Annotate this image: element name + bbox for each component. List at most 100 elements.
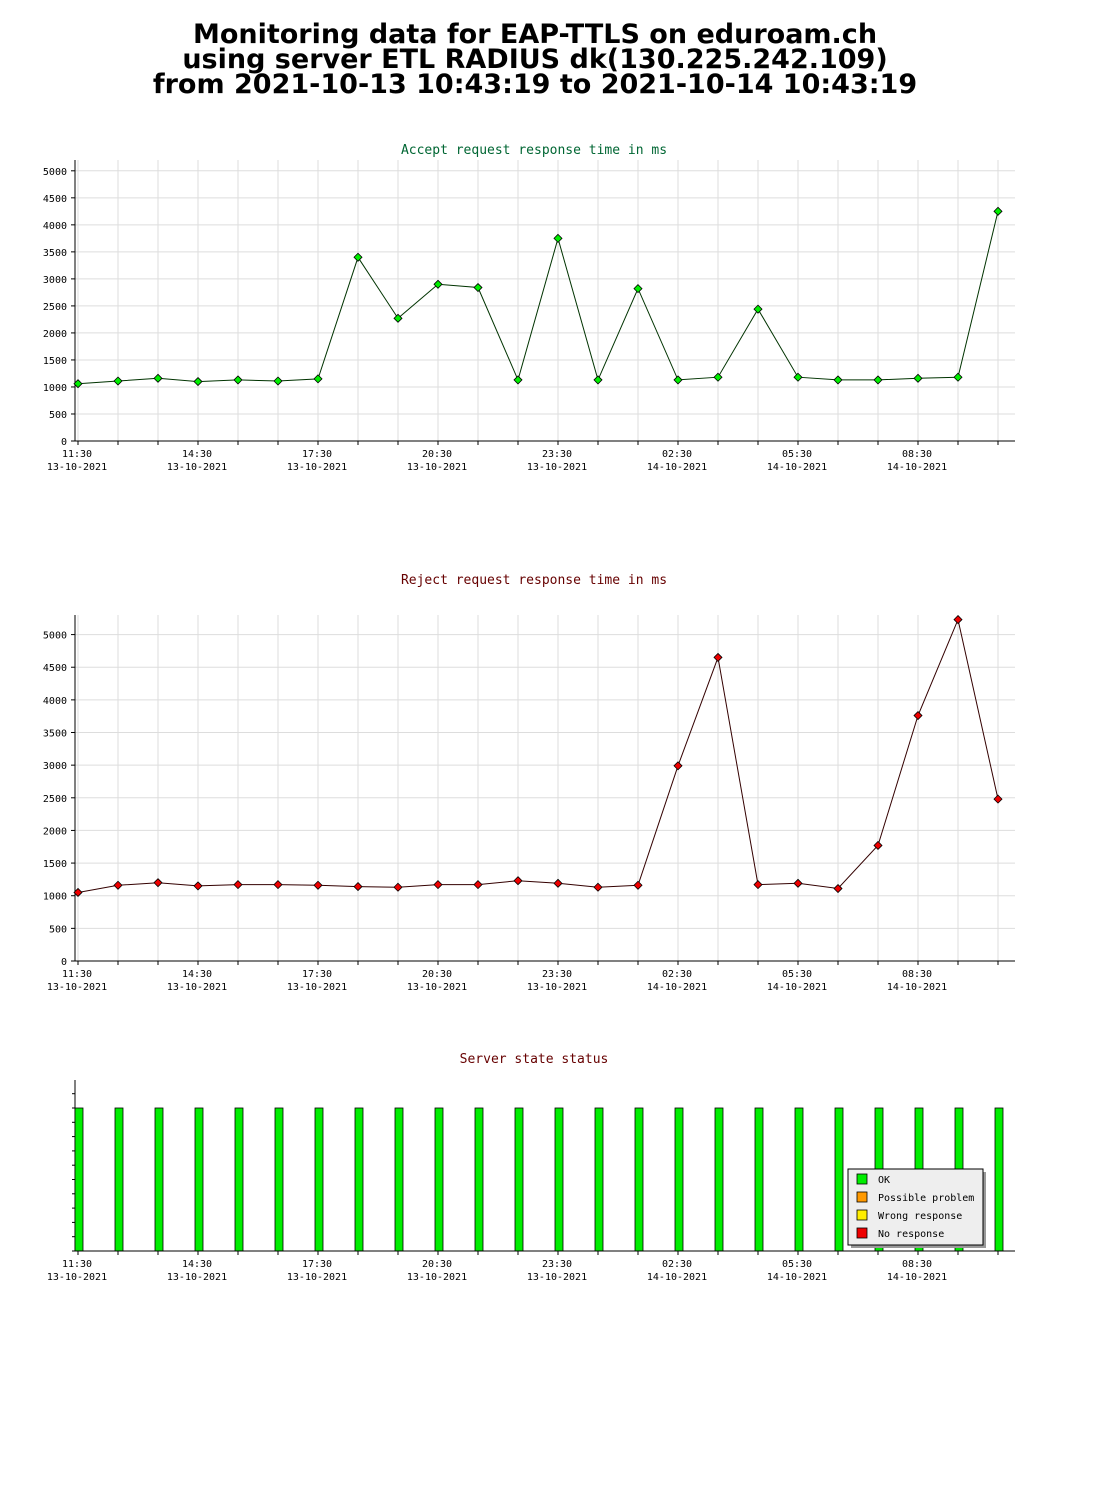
x-tick-label-date: 13-10-2021: [47, 982, 107, 993]
data-point: [553, 233, 563, 243]
data-point: [473, 880, 483, 890]
x-tick-label-time: 11:30: [62, 449, 92, 460]
legend: [847, 1168, 984, 1246]
x-tick-label-time: 05:30: [782, 969, 812, 980]
data-point: [993, 206, 1003, 216]
data-point: [953, 615, 963, 625]
x-tick-label-time: 14:30: [182, 1259, 212, 1270]
y-tick-label: 5000: [43, 631, 67, 642]
x-tick-label-time: 11:30: [62, 1259, 92, 1270]
x-tick-label-date: 13-10-2021: [47, 462, 107, 473]
x-tick-label-time: 08:30: [902, 969, 932, 980]
x-tick-label-date: 13-10-2021: [287, 462, 347, 473]
x-tick-label-date: 14-10-2021: [647, 982, 707, 993]
y-tick-label: 4500: [43, 194, 67, 205]
y-tick-label: 4000: [43, 221, 67, 232]
status-bar: [594, 1107, 604, 1252]
y-tick-label: 500: [49, 924, 67, 935]
legend-swatch: [856, 1173, 868, 1185]
y-tick-label: 3000: [43, 761, 67, 772]
legend-swatch: [856, 1191, 868, 1203]
status-bar: [674, 1107, 684, 1252]
status-bar: [74, 1107, 84, 1252]
x-tick-label-time: 08:30: [902, 449, 932, 460]
status-bar: [714, 1107, 724, 1252]
data-point: [513, 876, 523, 886]
data-point: [913, 373, 923, 383]
data-point: [673, 761, 683, 771]
x-tick-label-date: 13-10-2021: [527, 1272, 587, 1283]
data-point: [593, 375, 603, 385]
x-tick-label-time: 17:30: [302, 449, 332, 460]
status-bar: [114, 1107, 124, 1252]
page-title: Monitoring data for EAP-TTLS on eduroam.…: [0, 19, 1070, 100]
legend-label: Possible problem: [878, 1193, 974, 1204]
x-tick-label-time: 20:30: [422, 1259, 452, 1270]
x-tick-label-date: 14-10-2021: [767, 982, 827, 993]
data-point: [193, 881, 203, 891]
data-point: [313, 374, 323, 384]
data-point: [313, 880, 323, 890]
y-tick-label: 3000: [43, 275, 67, 286]
data-point: [113, 376, 123, 386]
x-tick-label-date: 14-10-2021: [767, 462, 827, 473]
legend-label: OK: [878, 1175, 890, 1186]
data-point: [273, 880, 283, 890]
y-tick-label: 3500: [43, 729, 67, 740]
data-point: [953, 372, 963, 382]
x-tick-label-date: 14-10-2021: [887, 1272, 947, 1283]
data-point: [433, 880, 443, 890]
data-point: [433, 279, 443, 289]
status-bar: [794, 1107, 804, 1252]
x-tick-label-time: 02:30: [662, 449, 692, 460]
x-tick-label-time: 05:30: [782, 1259, 812, 1270]
status-bar: [834, 1107, 844, 1252]
y-tick-label: 1500: [43, 356, 67, 367]
legend-label: Wrong response: [878, 1211, 962, 1222]
x-tick-label-time: 05:30: [782, 449, 812, 460]
x-tick-label-date: 13-10-2021: [287, 982, 347, 993]
title-line-3: from 2021-10-13 10:43:19 to 2021-10-14 1…: [152, 69, 918, 100]
data-point: [473, 282, 483, 293]
title-line-2: using server ETL RADIUS dk(130.225.242.1…: [182, 44, 888, 75]
x-tick-label-time: 20:30: [422, 449, 452, 460]
status-bar: [354, 1107, 364, 1252]
status-bar: [754, 1107, 764, 1252]
data-point: [233, 880, 243, 890]
x-tick-label-date: 14-10-2021: [887, 462, 947, 473]
x-tick-label-time: 11:30: [62, 969, 92, 980]
status-bar: [514, 1107, 524, 1252]
x-tick-label-date: 14-10-2021: [647, 1272, 707, 1283]
data-point: [753, 304, 763, 314]
chart-title: Reject request response time in ms: [401, 573, 667, 588]
data-point: [353, 252, 363, 262]
chart-accept: Accept request response time in ms 0 500 10…: [43, 143, 1015, 473]
data-point: [353, 882, 363, 892]
x-tick-label-date: 13-10-2021: [407, 462, 467, 473]
y-tick-label: 1500: [43, 859, 67, 870]
data-point: [713, 372, 723, 382]
status-bar: [154, 1107, 164, 1252]
y-tick-label: 2500: [43, 302, 67, 313]
x-tick-label-date: 14-10-2021: [767, 1272, 827, 1283]
y-tick-label: 0: [61, 957, 67, 968]
x-tick-label-time: 17:30: [302, 1259, 332, 1270]
y-tick-label: 500: [49, 410, 67, 421]
data-point: [873, 840, 883, 851]
status-bar: [634, 1107, 644, 1252]
x-tick-label-date: 14-10-2021: [887, 982, 947, 993]
data-point: [193, 376, 203, 387]
chart-title: Server state status: [460, 1052, 609, 1067]
status-bar: [194, 1107, 204, 1252]
y-tick-label: 0: [61, 437, 67, 448]
title-line-1: Monitoring data for EAP-TTLS on eduroam.…: [192, 19, 878, 50]
x-tick-label-time: 14:30: [182, 969, 212, 980]
x-tick-label-time: 08:30: [902, 1259, 932, 1270]
data-point: [73, 887, 83, 898]
x-tick-label-time: 02:30: [662, 1259, 692, 1270]
status-bar: [474, 1107, 484, 1252]
data-point: [913, 710, 923, 721]
data-point: [113, 880, 123, 890]
status-bar: [394, 1107, 404, 1252]
y-tick-label: 2000: [43, 329, 67, 340]
